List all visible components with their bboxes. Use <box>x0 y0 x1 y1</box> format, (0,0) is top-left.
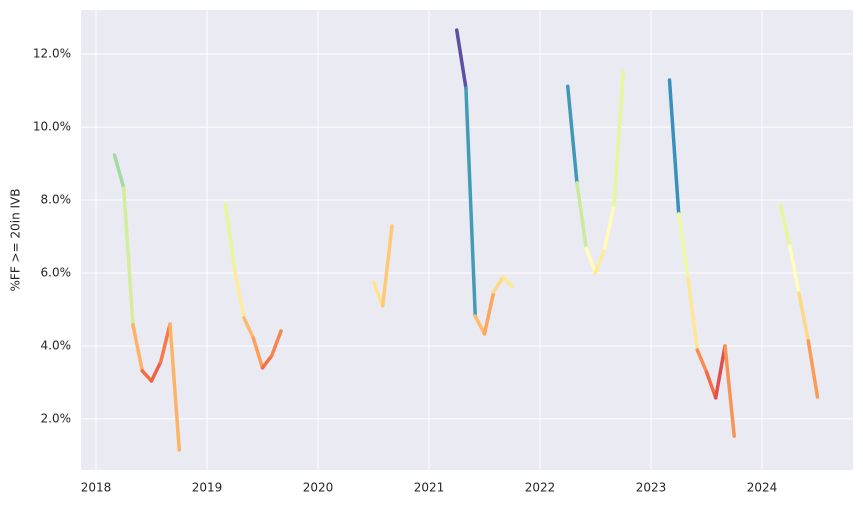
line-segment <box>695 348 709 374</box>
line-segment <box>602 203 616 250</box>
line-segment <box>269 329 283 358</box>
y-tick-label: 12.0% <box>33 47 71 61</box>
x-tick-label: 2019 <box>192 481 223 495</box>
line-segment <box>232 269 246 320</box>
line-segment <box>131 323 145 373</box>
y-tick-label: 2.0% <box>41 411 72 425</box>
line-segment <box>723 344 736 438</box>
x-tick-label: 2024 <box>747 481 778 495</box>
line-segment <box>593 246 607 275</box>
x-tick-label: 2022 <box>525 481 556 495</box>
line-segment <box>778 203 792 248</box>
line-segment <box>787 244 801 295</box>
line-segment <box>454 28 468 90</box>
line-segment <box>676 212 690 280</box>
line-segment <box>140 369 154 383</box>
line-segment <box>565 84 579 185</box>
line-segment <box>713 344 727 400</box>
line-segment <box>168 322 181 452</box>
line-segment <box>667 78 681 216</box>
line-segment <box>491 275 505 294</box>
y-axis-label: %FF >= 20in IVB <box>9 189 23 292</box>
y-tick-label: 8.0% <box>41 193 72 207</box>
line-segment <box>806 339 820 399</box>
line-segment <box>121 186 135 327</box>
line-segment <box>112 153 126 190</box>
line-segment <box>704 370 718 400</box>
x-tick-label: 2021 <box>414 481 445 495</box>
line-segment <box>251 336 265 370</box>
line-segment <box>260 354 274 370</box>
line-segment <box>223 202 237 273</box>
line-segment <box>584 246 598 275</box>
line-segment <box>482 290 496 336</box>
y-tick-label: 10.0% <box>33 120 71 134</box>
line-segment <box>464 86 478 318</box>
line-segment <box>686 276 700 352</box>
y-tick-label: 4.0% <box>41 338 72 352</box>
line-segment <box>371 280 385 308</box>
line-segment <box>501 275 514 289</box>
line-segment <box>473 314 487 336</box>
line-segment <box>242 316 256 340</box>
line-segment <box>149 360 163 383</box>
x-tick-label: 2023 <box>636 481 667 495</box>
plot-area <box>81 10 853 470</box>
line-segment <box>612 70 625 207</box>
line-segment <box>158 322 172 364</box>
y-tick-label: 6.0% <box>41 266 72 280</box>
line-segment <box>380 224 394 308</box>
line-segment <box>575 181 589 250</box>
x-tick-label: 2020 <box>303 481 334 495</box>
line-segment <box>797 291 811 343</box>
x-tick-label: 2018 <box>81 481 112 495</box>
